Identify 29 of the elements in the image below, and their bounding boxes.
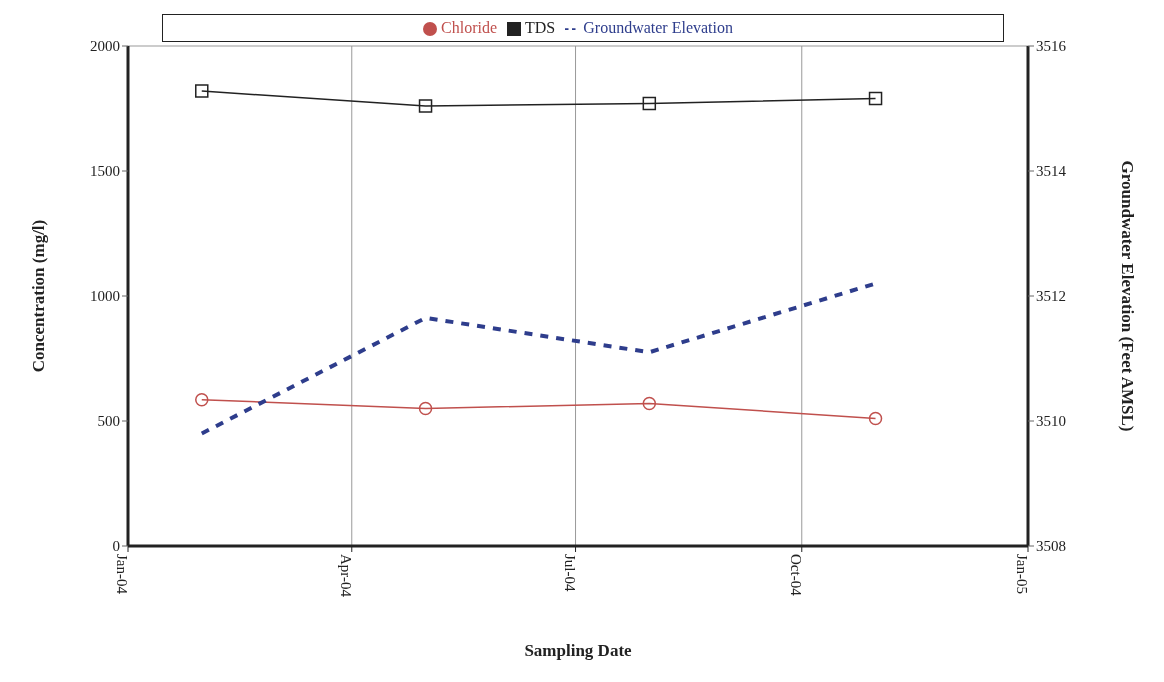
legend-label: Chloride [441,19,498,36]
point [418,99,433,113]
point [642,96,657,111]
point [195,84,209,98]
x-tick-label: Jan-04 [114,554,131,595]
y-tick-label: 1500 [90,163,120,180]
y2-tick-label: 3508 [1036,538,1066,555]
point [642,396,657,411]
y2-axis-title: Groundwater Elevation (Feet AMSL) [1117,160,1137,432]
x-tick-label: Jul-04 [561,554,578,592]
x-tick-label: Oct-04 [788,554,805,597]
x-tick-label: Jan-05 [1014,554,1031,594]
y-tick-label: 0 [112,538,120,555]
point [418,401,433,416]
x-tick-label: Apr-04 [338,554,355,598]
x-axis-title: Sampling Date [524,641,633,660]
y-tick-label: 1000 [90,288,120,305]
point [195,393,209,407]
y2-tick-label: 3514 [1036,163,1067,180]
legend-label: TDS [525,19,556,36]
y2-tick-label: 3516 [1036,38,1067,55]
y-axis-title: Concentration (mg/l) [29,219,49,373]
point [868,411,883,426]
y-tick-label: 500 [97,413,120,430]
legend-label: Groundwater Elevation [583,19,733,36]
y2-tick-label: 3512 [1036,288,1066,305]
point [868,91,883,106]
y-tick-label: 2000 [90,38,120,55]
y2-tick-label: 3510 [1036,413,1066,430]
